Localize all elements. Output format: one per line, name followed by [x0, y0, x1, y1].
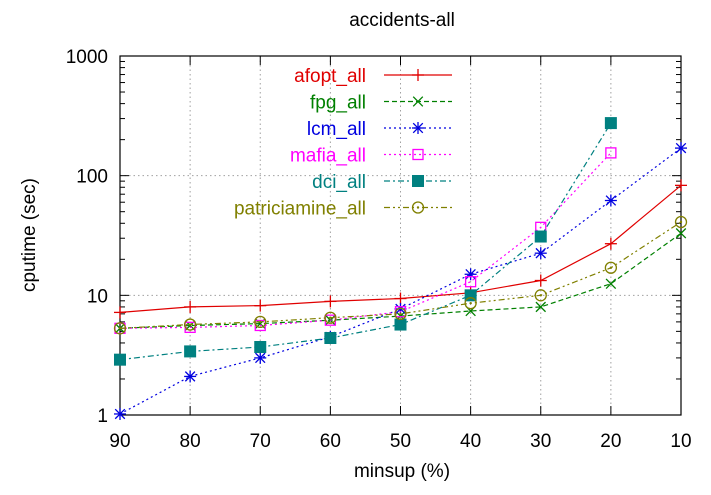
series-line-mafia-all [119, 152, 612, 329]
data-point-dci-all [254, 341, 267, 354]
data-point-lcm-all [604, 194, 617, 207]
data-point-afopt-all [534, 274, 547, 287]
legend-label-dci-all: dci_all [312, 172, 366, 193]
data-point-dci-all [604, 117, 617, 130]
x-tick-label: 10 [670, 431, 691, 452]
y-tick-label: 10 [87, 286, 108, 307]
data-point-dci-all [534, 230, 547, 243]
legend-label-afopt-all: afopt_all [294, 66, 366, 87]
chart-title: accidents-all [349, 10, 455, 31]
data-point-dci-all [394, 318, 407, 331]
y-tick-labels: 1 10 100 1000 [66, 47, 108, 427]
x-tick-label: 20 [600, 431, 621, 452]
y-tick-label: 1 [97, 406, 108, 427]
data-point-mafia-all [254, 319, 266, 332]
data-point-fpg-all [675, 228, 687, 239]
data-point-lcm-all [675, 142, 687, 155]
legend-marker-mafia-all [412, 148, 424, 161]
series-line-dci-all [119, 122, 612, 361]
x-tick-label: 30 [530, 431, 551, 452]
data-point-patriciamine-all [674, 215, 688, 229]
data-point-mafia-all [605, 147, 617, 159]
data-point-lcm-all [534, 247, 547, 260]
legend-marker-afopt-all [412, 69, 424, 81]
data-point-lcm-all [254, 351, 267, 364]
plot-frame [119, 55, 682, 416]
data-point-afopt-all [394, 292, 407, 305]
legend-label-fpg-all: fpg_all [310, 93, 366, 114]
legend-marker-lcm-all [412, 122, 424, 134]
data-point-afopt-all [324, 295, 337, 308]
data-point-patriciamine-all [113, 322, 127, 335]
x-tick-label: 60 [320, 431, 341, 452]
data-point-fpg-all [605, 278, 617, 289]
legend-marker-dci-all [412, 175, 424, 187]
x-axis-title: minsup (%) [354, 461, 450, 482]
data-point-afopt-all [114, 306, 126, 319]
legend-marker-patriciamine-all [411, 201, 425, 214]
data-point-afopt-all [675, 179, 687, 192]
data-point-patriciamine-all [183, 318, 197, 331]
data-point-patriciamine-all [324, 311, 337, 324]
x-tick-label: 70 [250, 431, 271, 452]
data-point-afopt-all [604, 237, 617, 250]
data-point-dci-all [464, 289, 477, 302]
data-point-patriciamine-all [534, 289, 547, 302]
data-point-afopt-all [184, 300, 197, 313]
axis-ticks [119, 55, 682, 416]
y-tick-label: 1000 [66, 47, 108, 68]
y-axis-title: cputime (sec) [19, 178, 40, 292]
x-tick-label: 90 [109, 431, 130, 452]
data-point-patriciamine-all [254, 315, 267, 329]
data-point-patriciamine-all [394, 307, 407, 321]
data-point-dci-all [114, 353, 126, 366]
y-tick-label: 100 [76, 167, 108, 188]
data-point-patriciamine-all [464, 297, 477, 310]
legend-label-patriciamine-all: patriciamine_all [234, 199, 366, 220]
legend: afopt_all fpg_all lcm_all mafia_all dci_allp… [234, 66, 452, 220]
x-tick-labels: 90 80 70 60 50 40 30 20 10 [109, 431, 691, 452]
x-tick-label: 80 [180, 431, 201, 452]
data-point-lcm-all [114, 407, 126, 420]
legend-label-lcm-all: lcm_all [307, 119, 366, 140]
series-group [113, 117, 688, 420]
data-point-dci-all [184, 345, 197, 358]
data-point-fpg-all [535, 301, 547, 313]
x-tick-label: 50 [390, 431, 411, 452]
data-point-lcm-all [464, 268, 477, 281]
x-tick-label: 40 [460, 431, 481, 452]
data-point-lcm-all [184, 370, 197, 383]
data-point-patriciamine-all [604, 261, 618, 274]
data-point-mafia-all [464, 276, 477, 288]
data-point-afopt-all [254, 299, 267, 312]
legend-label-mafia-all: mafia_all [290, 146, 366, 167]
data-point-dci-all [324, 332, 337, 345]
grid [120, 56, 681, 415]
legend-marker-fpg-all [412, 96, 424, 107]
